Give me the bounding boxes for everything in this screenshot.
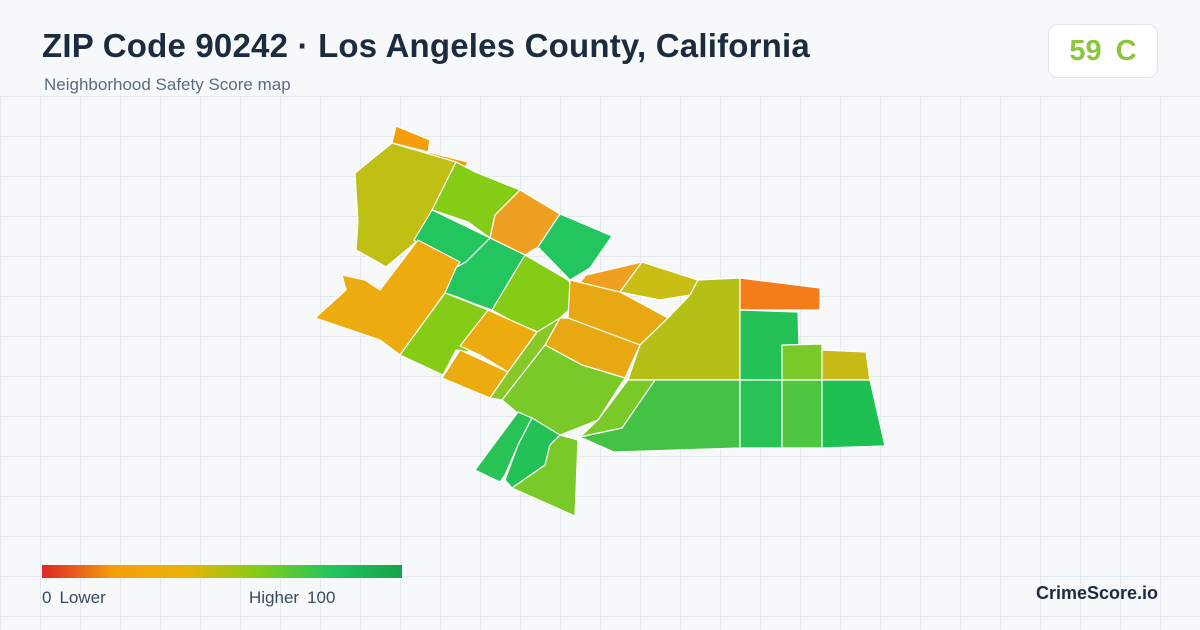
legend-high: Higher 100 bbox=[249, 588, 335, 608]
page-title: ZIP Code 90242 · Los Angeles County, Cal… bbox=[42, 27, 810, 64]
map-area-29[interactable] bbox=[821, 379, 886, 449]
page-subtitle: Neighborhood Safety Score map bbox=[44, 75, 291, 94]
map-area-27[interactable] bbox=[739, 379, 783, 449]
legend-max-value: 100 bbox=[307, 588, 336, 607]
map-area-21[interactable] bbox=[739, 277, 821, 311]
legend-min-label: Lower bbox=[59, 588, 106, 607]
map-area-23[interactable] bbox=[781, 343, 823, 381]
score-value: 59 bbox=[1069, 34, 1102, 67]
legend-min-value: 0 bbox=[42, 588, 52, 607]
legend-max-label: Higher bbox=[249, 588, 300, 607]
score-badge: 59 C bbox=[1048, 24, 1158, 78]
map-area-11[interactable] bbox=[619, 261, 699, 301]
map-area-19[interactable] bbox=[501, 344, 626, 436]
legend-gradient-bar bbox=[42, 565, 402, 578]
brand-logo-text: CrimeScore.io bbox=[1035, 583, 1158, 603]
map-area-14[interactable] bbox=[459, 309, 538, 373]
map-area-9[interactable] bbox=[537, 213, 613, 281]
map-area-28[interactable] bbox=[781, 379, 823, 449]
map-area-24[interactable] bbox=[821, 349, 871, 381]
map-area-32[interactable] bbox=[511, 434, 579, 517]
legend-low: 0 Lower bbox=[42, 588, 106, 608]
map-area-12[interactable] bbox=[314, 239, 461, 356]
score-grade: C bbox=[1115, 34, 1137, 67]
